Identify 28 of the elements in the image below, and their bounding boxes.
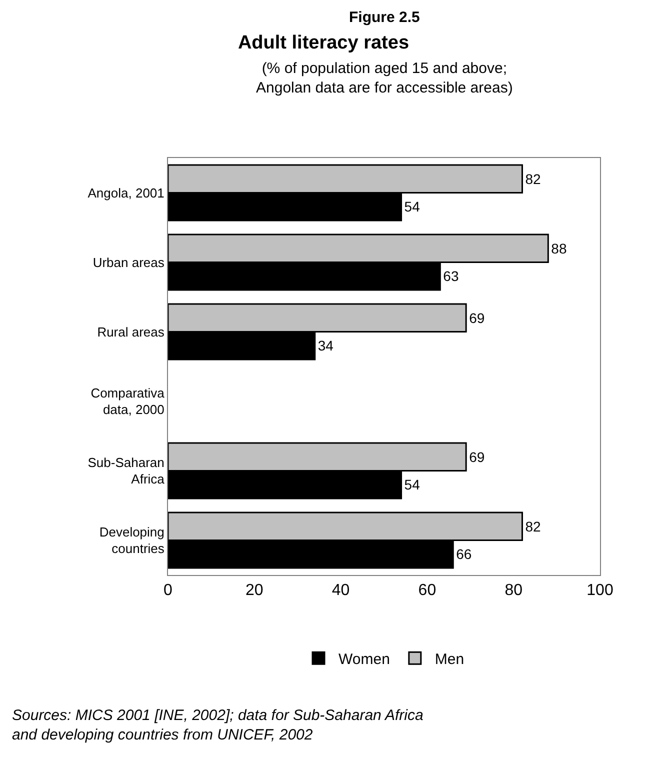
data-label: 82 <box>525 518 542 534</box>
legend-label: Women <box>338 651 390 668</box>
data-label: 69 <box>469 310 485 326</box>
y-tick-label: Urban areas <box>92 254 165 270</box>
x-tick-label: 0 <box>164 582 173 600</box>
data-label: 54 <box>404 476 420 493</box>
caption: Figure 2.5 <box>349 9 420 26</box>
source-note: Sources: MICS 2001 [INE, 2002]; data for Sub-Saharan Africa and developing countries from UNICEF, 2002 <box>12 707 424 744</box>
data-label: 54 <box>404 198 420 215</box>
data-label: 34 <box>318 338 334 354</box>
legend-label: Men <box>434 651 464 668</box>
y-tick-label: Comparativa data, 2000 <box>90 385 166 418</box>
data-label: 88 <box>551 240 567 256</box>
y-tick-label: Angola, 2001 <box>88 185 164 200</box>
data-label: 82 <box>525 170 542 187</box>
y-tick-label: Sub-Saharan Africa <box>88 454 166 487</box>
x-tick-label: 60 <box>418 582 436 600</box>
x-tick-label: 80 <box>504 582 523 600</box>
chart-title: Adult literacy rates <box>238 32 410 54</box>
x-tick-label: 100 <box>586 582 614 600</box>
x-tick-label: 20 <box>246 582 264 600</box>
data-label: 69 <box>469 448 485 465</box>
data-label: 66 <box>456 546 472 562</box>
y-tick-label: Rural areas <box>97 324 165 340</box>
data-label: 63 <box>443 268 459 284</box>
y-tick-label: Developing countries <box>99 524 165 556</box>
chart-subtitle: (% of population aged 15 and above; Angolan data are for accessible areas) <box>256 60 513 96</box>
x-tick-label: 40 <box>332 582 350 600</box>
